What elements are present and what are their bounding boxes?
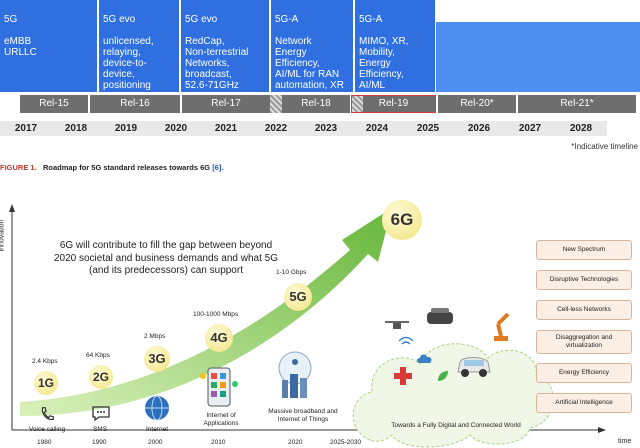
block-title: 5G [4,14,18,25]
iot-city-icon [278,351,312,398]
release-bar-rel21: Rel-21* [518,95,636,113]
speed-4g: 100-1000 Mbps [193,311,239,318]
globe-icon [145,395,169,421]
release-bar-rel19: Rel-19 [351,95,436,113]
feature-box: Disruptive Technologies [536,270,632,290]
feature-box: New Spectrum [536,240,632,260]
release-block-rel16: 5G evo unlicensed, relaying, device-to- … [99,0,179,92]
year-label: 2025 [402,121,455,136]
hatched-gap [351,95,363,113]
caption-3g: Internet [145,426,169,433]
statement-text: 6G will contribute to fill the gap betwe… [53,240,279,276]
release-bar-rel15: Rel-15 [20,95,88,113]
generation-4g-bubble: 4G [205,324,233,352]
feature-box: Disaggregation and virtualization [536,330,632,354]
speed-2g: 64 Kbps [86,352,110,359]
year-label: 2027 [504,121,557,136]
future-blocks-shading-low [517,54,640,92]
release-bar-rel17: Rel-17 [182,95,270,113]
generation-3g-bubble: 3G [144,346,170,372]
figure-reference-link[interactable]: [6]. [212,163,224,172]
generation-6g-bubble: 6G [382,200,422,240]
era-year-2000: 2000 [148,439,163,446]
robot-arm-icon [494,312,510,341]
block-text: Network Energy Efficiency, AI/ML for RAN… [275,36,344,91]
leaf-icon [438,371,448,381]
year-label: 2021 [200,121,253,136]
release-block-rel17: 5G evo RedCap, Non-terrestrial Networks,… [181,0,269,92]
release-block-rel15: 5G eMBB URLLC [0,0,97,92]
caption-6g: Towards a Fully Digital and Connected Wo… [391,422,521,429]
era-year-2020: 2020 [288,439,303,446]
feature-box: Cell-less Networks [536,300,632,320]
generation-1g-bubble: 1G [34,371,58,395]
year-label: 2026 [453,121,506,136]
x-axis-label: time [618,438,632,445]
y-axis-label: innovation [0,219,6,252]
release-bar-rel16: Rel-16 [90,95,180,113]
year-label: 2018 [50,121,103,136]
drone-icon [385,321,409,329]
year-label: 2019 [100,121,153,136]
generation-5g-bubble: 5G [284,283,312,311]
block-text: eMBB URLLC [4,36,37,58]
hatched-gap [270,95,282,113]
block-text: unlicensed, relaying, device-to- device,… [103,36,154,91]
feature-box: Artificial Intelligence [536,393,632,413]
vr-headset-icon [427,308,453,324]
wireless-signal-icon [398,336,414,345]
era-year-1990: 1990 [92,439,107,446]
release-bar-rel18: Rel-18 [282,95,350,113]
caption-1g: Voice calling [28,426,66,433]
release-block-rel18: 5G-A Network Energy Efficiency, AI/ML fo… [271,0,353,92]
indicative-footnote: *Indicative timeline [571,142,638,151]
block-text: MIMO, XR, Mobility, Energy Efficiency, A… [359,36,409,91]
figure-label: FIGURE 1. [0,163,37,172]
release-block-rel19: 5G-A MIMO, XR, Mobility, Energy Efficien… [355,0,435,92]
release-bar-rel19-fill [363,95,435,113]
figure-caption-text: Roadmap for 5G standard releases towards… [42,163,211,172]
speed-3g: 2 Mbps [144,333,166,340]
speed-5g: 1-10 Gbps [276,269,307,276]
block-title: 5G-A [275,14,299,25]
block-title: 5G-A [359,14,383,25]
autonomous-car-icon [457,357,491,377]
block-text: RedCap, Non-terrestrial Networks, broadc… [185,36,249,91]
era-year-2010: 2010 [211,439,226,446]
year-label: 2024 [351,121,404,136]
caption-2g: SMS [92,426,108,433]
phone-icon [41,407,54,421]
era-year-1980: 1980 [37,439,52,446]
cloud-icon [417,354,432,363]
year-label: 2020 [150,121,203,136]
year-label: 2028 [555,121,608,136]
speed-1g: 2.4 Kbps [32,358,58,365]
caption-5g: Massive broadband and Internet of Things [268,408,338,423]
year-label: 2023 [300,121,353,136]
caption-4g: Internet of Applications [203,412,239,427]
smartphone-apps-icon [200,367,238,407]
generation-2g-bubble: 2G [89,365,113,389]
year-label: 2017 [0,121,53,136]
release-bar-rel20: Rel-20* [438,95,516,113]
figure-caption: FIGURE 1. Roadmap for 5G standard releas… [0,163,223,172]
sms-icon [92,406,110,422]
block-title: 5G evo [185,14,218,25]
feature-box: Energy Efficiency [536,363,632,383]
year-label: 2022 [250,121,303,136]
era-year-2025-2030: 2025-2030 [330,439,362,446]
medical-cross-icon [394,367,412,385]
block-title: 5G evo [103,14,136,25]
